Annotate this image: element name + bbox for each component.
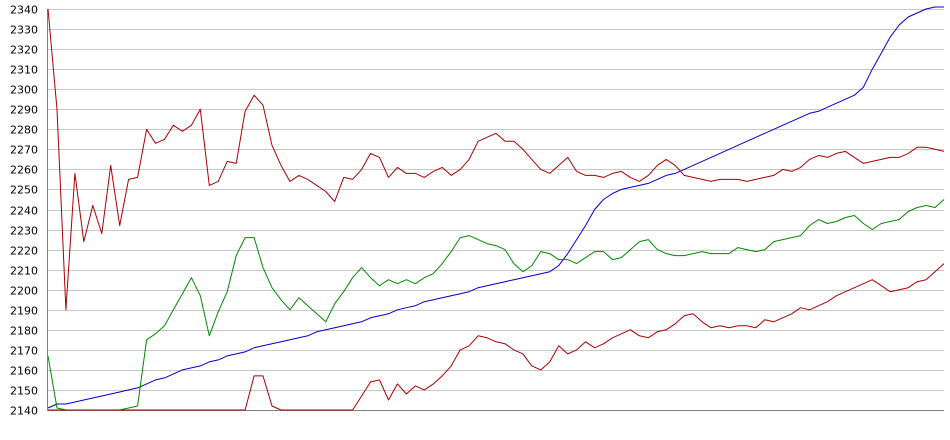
y-tick-label-2280: 2280 <box>10 124 38 137</box>
y-tick-label-2140: 2140 <box>10 405 38 418</box>
y-tick-label-2330: 2330 <box>10 24 38 37</box>
y-tick-label-2230: 2230 <box>10 225 38 238</box>
series-lines <box>47 6 945 411</box>
y-tick-label-2180: 2180 <box>10 325 38 338</box>
y-tick-label-2260: 2260 <box>10 164 38 177</box>
y-tick-label-2300: 2300 <box>10 84 38 97</box>
series-line-4 <box>48 263 945 411</box>
gridlines <box>48 9 944 391</box>
series-line-1 <box>47 6 944 409</box>
y-tick-label-2210: 2210 <box>10 265 38 278</box>
y-tick-label-2310: 2310 <box>10 64 38 77</box>
y-tick-label-2250: 2250 <box>10 184 38 197</box>
y-tick-labels: 2140 2150 2160 2170 2180 2190 2200 2210 2220 2230… <box>10 4 38 418</box>
series-line-3 <box>47 199 945 411</box>
y-tick-label-2320: 2320 <box>10 44 38 57</box>
y-tick-label-2190: 2190 <box>10 305 38 318</box>
y-tick-label-2240: 2240 <box>10 205 38 218</box>
y-tick-label-2170: 2170 <box>10 345 38 358</box>
y-tick-label-2220: 2220 <box>10 245 38 258</box>
series-line-2 <box>47 8 945 311</box>
y-tick-label-2150: 2150 <box>10 385 38 398</box>
y-tick-label-2270: 2270 <box>10 144 38 157</box>
y-tick-label-2340: 2340 <box>10 4 38 17</box>
y-tick-label-2160: 2160 <box>10 365 38 378</box>
y-tick-label-2290: 2290 <box>10 104 38 117</box>
y-tick-label-2200: 2200 <box>10 285 38 298</box>
